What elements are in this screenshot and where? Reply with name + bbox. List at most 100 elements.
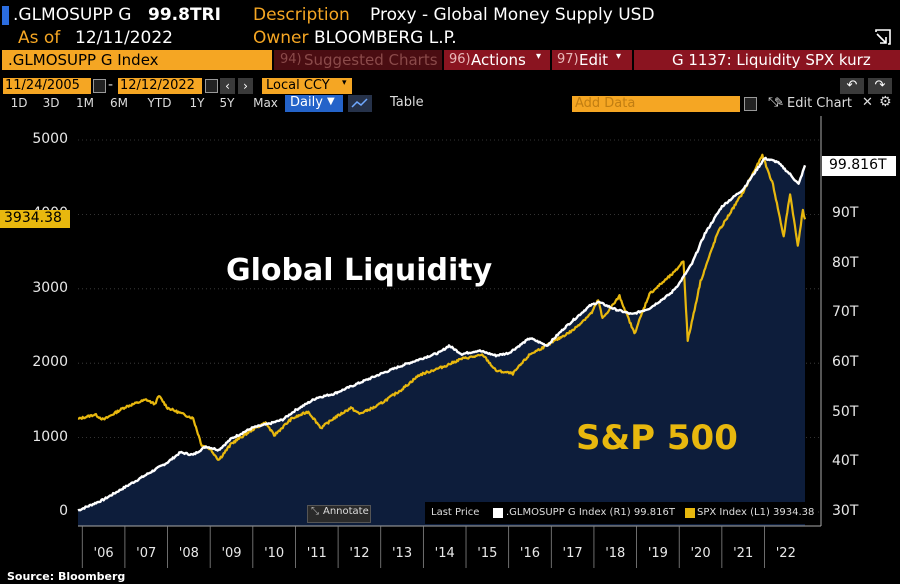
liquidity-line (77, 156, 807, 512)
left-axis-tick-label: 0 (59, 503, 68, 519)
frequency-caret-icon: ▼ (327, 96, 335, 107)
legend-series-spx: SPX Index (L1) 3934.38 (697, 507, 815, 518)
suggested-charts-label: Suggested Charts (304, 51, 438, 69)
left-axis-tick-label: 5000 (32, 131, 68, 147)
last-left-marker (0, 210, 70, 228)
edit-button[interactable] (552, 50, 632, 70)
x-tick-label: '21 (733, 546, 754, 561)
ticker-value: 99.8TRI (148, 5, 221, 25)
undo-icon: ↶ (846, 78, 858, 93)
last-left-value: 3934.38 (4, 210, 62, 226)
ticker-symbol: .GLMOSUPP G (13, 5, 132, 25)
annotate-label: Annotate (323, 506, 369, 517)
right-axis-tick-label: 90T (832, 205, 859, 221)
x-tick-label: '12 (349, 546, 370, 561)
end-date-value: 12/12/2022 (120, 78, 195, 93)
next-period-icon[interactable]: › (238, 78, 253, 94)
right-axis-tick-label: 80T (832, 254, 859, 271)
period-button-ytd[interactable]: YTD (147, 96, 172, 110)
x-tick-label: '19 (647, 546, 668, 561)
start-date-field[interactable] (3, 78, 91, 94)
add-data-input[interactable] (572, 96, 740, 112)
x-tick-label: '09 (221, 546, 242, 561)
edit-label: Edit (579, 51, 609, 69)
start-date-value: 11/24/2005 (5, 78, 80, 93)
actions-key: 96) (449, 52, 471, 67)
right-axis-tick-label: 60T (832, 354, 859, 370)
right-axis-tick-label: 70T (832, 304, 859, 321)
period-button-6m[interactable]: 6M (110, 96, 128, 110)
table-button[interactable]: Table (390, 95, 424, 110)
undo-button[interactable]: ↶ (840, 78, 864, 94)
owner-label: Owner (253, 28, 309, 48)
left-axis-tick-label: 3000 (32, 279, 68, 296)
x-tick-label: '06 (93, 546, 114, 561)
line-chart-icon (351, 98, 368, 108)
period-button-max[interactable]: Max (253, 96, 278, 110)
last-right-value: 99.816T (829, 157, 887, 173)
chart-name: G 1137: Liquidity SPX kurz (672, 51, 871, 69)
annotate-button[interactable] (307, 505, 371, 523)
legend-series-liquidity: .GLMOSUPP G Index (R1) 99.816T (506, 507, 675, 518)
actions-label: Actions (471, 51, 526, 69)
x-tick-label: '07 (136, 546, 157, 561)
actions-button[interactable] (444, 50, 550, 70)
owner-value: BLOOMBERG L.P. (314, 28, 457, 48)
ticker-marker (2, 6, 9, 25)
right-axis-tick-label: 40T (832, 453, 859, 470)
currency-select[interactable] (262, 78, 352, 94)
security-field[interactable] (2, 50, 272, 70)
edit-chart-label: Edit Chart (787, 96, 853, 111)
suggested-charts-button[interactable] (274, 50, 442, 70)
x-tick-label: '13 (391, 546, 413, 561)
currency-caret-icon: ▾ (342, 78, 347, 88)
description-value: Proxy - Global Money Supply USD (370, 5, 655, 25)
spx-line (77, 153, 807, 461)
x-tick-label: '18 (605, 546, 626, 561)
x-tick-label: '22 (775, 546, 796, 561)
global-liquidity-label: Global Liquidity (226, 253, 493, 288)
redo-icon: ↷ (874, 78, 886, 93)
x-tick-label: '14 (434, 546, 455, 561)
x-tick-label: '16 (519, 546, 541, 561)
chart-name-bar[interactable] (634, 50, 900, 70)
period-button-5y[interactable]: 5Y (219, 96, 235, 110)
close-icon[interactable]: ✕ (862, 95, 873, 110)
last-right-marker (822, 156, 896, 176)
period-button-1y[interactable]: 1Y (189, 96, 205, 110)
security-field-text: .GLMOSUPP G Index (8, 51, 159, 69)
draw-tool-icon[interactable]: ⤡ (768, 95, 779, 110)
date-separator: - (108, 77, 114, 93)
actions-caret-icon: ▾ (536, 51, 542, 62)
redo-button[interactable]: ↷ (868, 78, 892, 94)
as-of-label: As of (18, 28, 61, 48)
legend-title: Last Price (431, 507, 480, 518)
settings-gear-icon[interactable]: ⚙ (879, 94, 892, 110)
edit-chart-pencil-icon: ✎ (774, 95, 785, 109)
sp500-label: S&P 500 (576, 418, 738, 458)
frequency-value: Daily (290, 95, 323, 110)
period-button-3d[interactable]: 3D (42, 96, 60, 110)
x-tick-label: '15 (477, 546, 498, 561)
source-note: Source: Bloomberg (7, 570, 126, 583)
start-calendar-icon[interactable] (93, 79, 106, 93)
liquidity-area-fill (78, 157, 805, 526)
frequency-select[interactable] (285, 95, 343, 112)
prev-period-icon[interactable]: ‹ (220, 78, 235, 94)
left-axis-tick-label: 1000 (32, 428, 68, 445)
legend-box (425, 502, 818, 524)
export-icon[interactable] (874, 28, 892, 46)
x-tick-label: '10 (264, 546, 285, 561)
right-axis-tick-label: 30T (832, 503, 859, 519)
end-calendar-icon[interactable] (205, 79, 218, 93)
suggested-charts-key: 94) (280, 52, 302, 67)
end-date-field[interactable] (118, 78, 202, 94)
as-of-value: 12/11/2022 (75, 28, 173, 48)
period-button-1m[interactable]: 1M (76, 96, 94, 110)
right-axis-tick-label: 50T (832, 403, 859, 420)
period-button-1d[interactable]: 1D (10, 96, 28, 110)
chart-type-button[interactable] (348, 95, 372, 112)
x-tick-label: '20 (690, 546, 711, 561)
add-data-calendar-icon[interactable] (744, 97, 757, 111)
